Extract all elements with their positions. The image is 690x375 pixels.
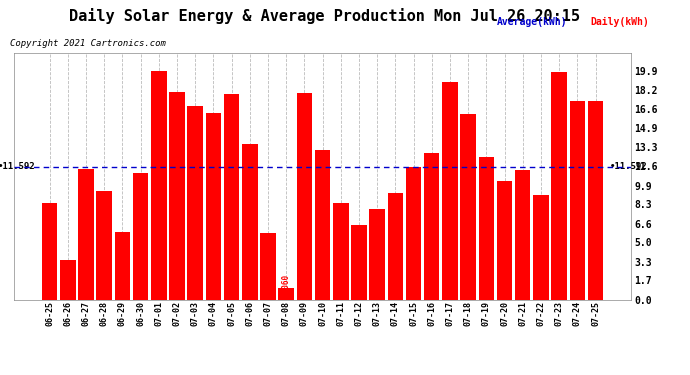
Text: Copyright 2021 Cartronics.com: Copyright 2021 Cartronics.com bbox=[10, 39, 166, 48]
Text: 10.336: 10.336 bbox=[500, 269, 509, 297]
Text: 19.884: 19.884 bbox=[155, 269, 164, 297]
Bar bbox=[442, 82, 457, 300]
Text: 8.456: 8.456 bbox=[336, 273, 345, 297]
Text: 1.060: 1.060 bbox=[282, 273, 290, 297]
Text: 18.024: 18.024 bbox=[300, 269, 309, 297]
Bar bbox=[169, 93, 185, 300]
Text: 13.048: 13.048 bbox=[318, 269, 327, 297]
Bar bbox=[406, 168, 422, 300]
Bar bbox=[206, 113, 221, 300]
Text: 19.772: 19.772 bbox=[555, 269, 564, 297]
Bar bbox=[388, 193, 403, 300]
Bar bbox=[351, 225, 366, 300]
Bar bbox=[242, 144, 257, 300]
Bar bbox=[551, 72, 567, 300]
Text: 12.768: 12.768 bbox=[427, 269, 436, 297]
Text: 16.160: 16.160 bbox=[464, 269, 473, 297]
Text: 9.132: 9.132 bbox=[536, 273, 546, 297]
Text: 16.260: 16.260 bbox=[209, 269, 218, 297]
Bar bbox=[260, 232, 276, 300]
Text: 18.916: 18.916 bbox=[446, 269, 455, 297]
Text: 6.516: 6.516 bbox=[355, 273, 364, 297]
Text: •11.592: •11.592 bbox=[0, 162, 35, 171]
Bar bbox=[42, 203, 57, 300]
Text: 5.888: 5.888 bbox=[118, 273, 127, 297]
Bar bbox=[97, 191, 112, 300]
Text: 9.464: 9.464 bbox=[99, 273, 109, 297]
Bar bbox=[151, 71, 166, 300]
Bar bbox=[588, 101, 603, 300]
Text: Daily Solar Energy & Average Production Mon Jul 26 20:15: Daily Solar Energy & Average Production … bbox=[69, 8, 580, 24]
Bar bbox=[479, 156, 494, 300]
Bar bbox=[424, 153, 440, 300]
Bar bbox=[279, 288, 294, 300]
Bar bbox=[460, 114, 476, 300]
Bar bbox=[369, 209, 385, 300]
Text: 9.316: 9.316 bbox=[391, 273, 400, 297]
Bar bbox=[297, 93, 312, 300]
Bar bbox=[224, 94, 239, 300]
Bar bbox=[188, 106, 203, 300]
Text: 8.424: 8.424 bbox=[45, 273, 54, 297]
Text: 17.908: 17.908 bbox=[227, 269, 236, 297]
Text: 7.916: 7.916 bbox=[373, 273, 382, 297]
Text: 16.840: 16.840 bbox=[190, 269, 199, 297]
Bar bbox=[333, 202, 348, 300]
Text: 12.464: 12.464 bbox=[482, 269, 491, 297]
Bar bbox=[515, 170, 531, 300]
Text: 17.256: 17.256 bbox=[591, 269, 600, 297]
Text: 11.388: 11.388 bbox=[81, 269, 90, 297]
Bar bbox=[115, 232, 130, 300]
Bar bbox=[133, 173, 148, 300]
Text: 3.476: 3.476 bbox=[63, 273, 72, 297]
Text: 11.332: 11.332 bbox=[518, 269, 527, 297]
Text: 17.256: 17.256 bbox=[573, 269, 582, 297]
Text: 11.040: 11.040 bbox=[136, 269, 145, 297]
Text: 11.512: 11.512 bbox=[409, 269, 418, 297]
Bar bbox=[570, 101, 585, 300]
Bar bbox=[497, 181, 512, 300]
Bar bbox=[60, 260, 75, 300]
Text: 5.852: 5.852 bbox=[264, 273, 273, 297]
Bar bbox=[78, 169, 94, 300]
Bar bbox=[315, 150, 331, 300]
Text: Average(kWh): Average(kWh) bbox=[497, 17, 567, 27]
Text: •11.592: •11.592 bbox=[610, 162, 648, 171]
Text: 13.584: 13.584 bbox=[245, 269, 255, 297]
Bar bbox=[533, 195, 549, 300]
Text: 18.028: 18.028 bbox=[172, 269, 181, 297]
Text: Daily(kWh): Daily(kWh) bbox=[590, 17, 649, 27]
